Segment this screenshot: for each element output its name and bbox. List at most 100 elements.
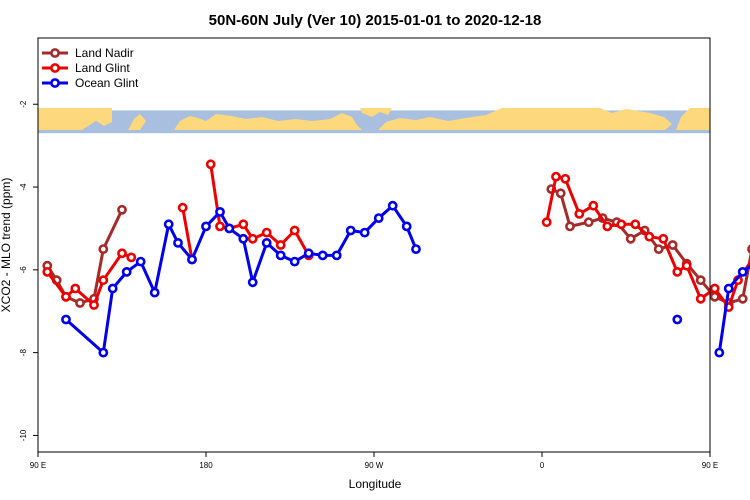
data-point-land-glint — [541, 217, 552, 228]
map-landmass-3 — [360, 108, 392, 117]
data-point-land-glint — [695, 293, 706, 304]
data-point-ocean-glint — [387, 200, 398, 211]
legend-label-ocean-glint: Ocean Glint — [75, 76, 139, 90]
series-land-glint — [42, 159, 750, 312]
data-point-ocean-glint — [163, 219, 174, 230]
data-point-ocean-glint — [289, 256, 300, 267]
data-point-ocean-glint — [359, 227, 370, 238]
x-tick-label: 90 E — [702, 461, 718, 470]
data-point-land-glint — [177, 202, 188, 213]
data-point-ocean-glint — [215, 206, 225, 217]
data-point-land-glint — [247, 233, 258, 244]
legend-label-land-glint: Land Glint — [75, 61, 130, 75]
data-point-land-glint — [238, 219, 249, 230]
data-point-ocean-glint — [247, 277, 258, 288]
legend-label-land-nadir: Land Nadir — [75, 46, 134, 60]
legend-marker-land-nadir — [50, 48, 60, 58]
legend-item-ocean-glint: Ocean Glint — [42, 76, 139, 90]
data-point-ocean-glint — [61, 314, 71, 325]
map-land — [38, 108, 710, 130]
data-point-land-glint — [681, 260, 692, 271]
chart-title: 50N-60N July (Ver 10) 2015-01-01 to 2020… — [209, 12, 542, 29]
data-point-land-nadir — [667, 240, 678, 250]
data-point-land-glint — [61, 291, 71, 302]
data-point-land-glint — [574, 208, 585, 219]
data-point-land-nadir — [737, 293, 748, 304]
data-point-ocean-glint — [224, 223, 235, 234]
data-point-ocean-glint — [107, 283, 118, 294]
series-ocean-glint — [61, 200, 750, 358]
data-point-land-nadir — [695, 275, 706, 286]
x-tick-label: 180 — [199, 461, 213, 470]
data-point-ocean-glint — [135, 256, 146, 267]
data-point-land-nadir — [555, 188, 566, 199]
map-landmass-5 — [676, 108, 710, 130]
data-point-land-glint — [551, 171, 561, 182]
data-point-ocean-glint — [303, 248, 314, 259]
series-line-land-nadir — [550, 187, 750, 305]
data-point-ocean-glint — [201, 221, 211, 232]
data-point-land-glint — [709, 283, 720, 294]
data-point-land-nadir — [117, 204, 127, 215]
data-point-ocean-glint — [98, 347, 109, 358]
y-axis: -2 -4 -6 -8 -10 — [19, 100, 38, 441]
data-point-land-glint — [42, 266, 53, 277]
data-point-land-nadir — [625, 233, 636, 244]
series-line-land-glint — [209, 164, 311, 257]
legend-marker-ocean-glint — [50, 78, 60, 88]
data-point-ocean-glint — [238, 233, 249, 244]
data-point-ocean-glint — [173, 237, 183, 248]
data-point-ocean-glint — [737, 266, 748, 277]
data-point-ocean-glint — [187, 254, 197, 265]
y-axis-title: XCO2 - MLO trend (ppm) — [0, 178, 13, 313]
data-point-land-glint — [672, 266, 683, 277]
data-point-ocean-glint — [331, 250, 342, 261]
data-point-land-glint — [98, 275, 109, 286]
x-tick-label: 90 E — [30, 461, 46, 470]
data-point-land-glint — [205, 159, 216, 170]
data-point-land-glint — [126, 252, 137, 263]
y-tick-label: -6 — [19, 266, 28, 274]
data-point-ocean-glint — [317, 250, 328, 261]
data-point-land-glint — [630, 219, 641, 230]
data-point-ocean-glint — [714, 347, 725, 358]
data-point-land-glint — [616, 219, 627, 230]
y-tick-label: -2 — [19, 100, 28, 108]
map-strip — [38, 108, 710, 134]
map-landmass-1 — [128, 114, 146, 130]
legend-item-land-nadir: Land Nadir — [42, 46, 134, 60]
data-point-land-nadir — [75, 298, 85, 308]
data-point-land-glint — [644, 231, 655, 242]
map-landmass-2 — [174, 113, 362, 130]
data-point-land-glint — [70, 283, 81, 294]
data-point-land-glint — [275, 240, 286, 250]
data-point-land-glint — [261, 227, 272, 238]
x-axis-title: Longitude — [349, 477, 402, 491]
data-point-ocean-glint — [345, 225, 356, 236]
y-tick-label: -4 — [19, 183, 28, 191]
data-point-ocean-glint — [261, 237, 272, 248]
data-point-land-nadir — [98, 244, 109, 254]
y-tick-label: -10 — [19, 429, 28, 441]
x-tick-label: 90 W — [365, 461, 384, 470]
data-point-land-glint — [560, 173, 571, 184]
series-line-land-glint — [181, 207, 194, 260]
data-point-ocean-glint — [411, 244, 421, 254]
data-point-land-nadir — [653, 244, 664, 254]
legend-marker-land-glint — [50, 63, 60, 73]
x-axis: 90 E 180 90 W 0 90 E — [30, 452, 718, 470]
data-point-ocean-glint — [121, 266, 132, 277]
data-point-ocean-glint — [373, 213, 384, 223]
data-point-land-glint — [289, 225, 300, 236]
data-point-land-glint — [658, 233, 669, 244]
series-layer — [42, 159, 750, 358]
data-point-ocean-glint — [672, 314, 683, 325]
data-point-land-nadir — [583, 217, 594, 228]
plot-frame — [37, 37, 711, 453]
data-point-land-glint — [215, 221, 225, 232]
map-landmass-0 — [38, 108, 112, 130]
data-point-land-glint — [89, 300, 99, 310]
series-land-nadir — [42, 184, 750, 308]
